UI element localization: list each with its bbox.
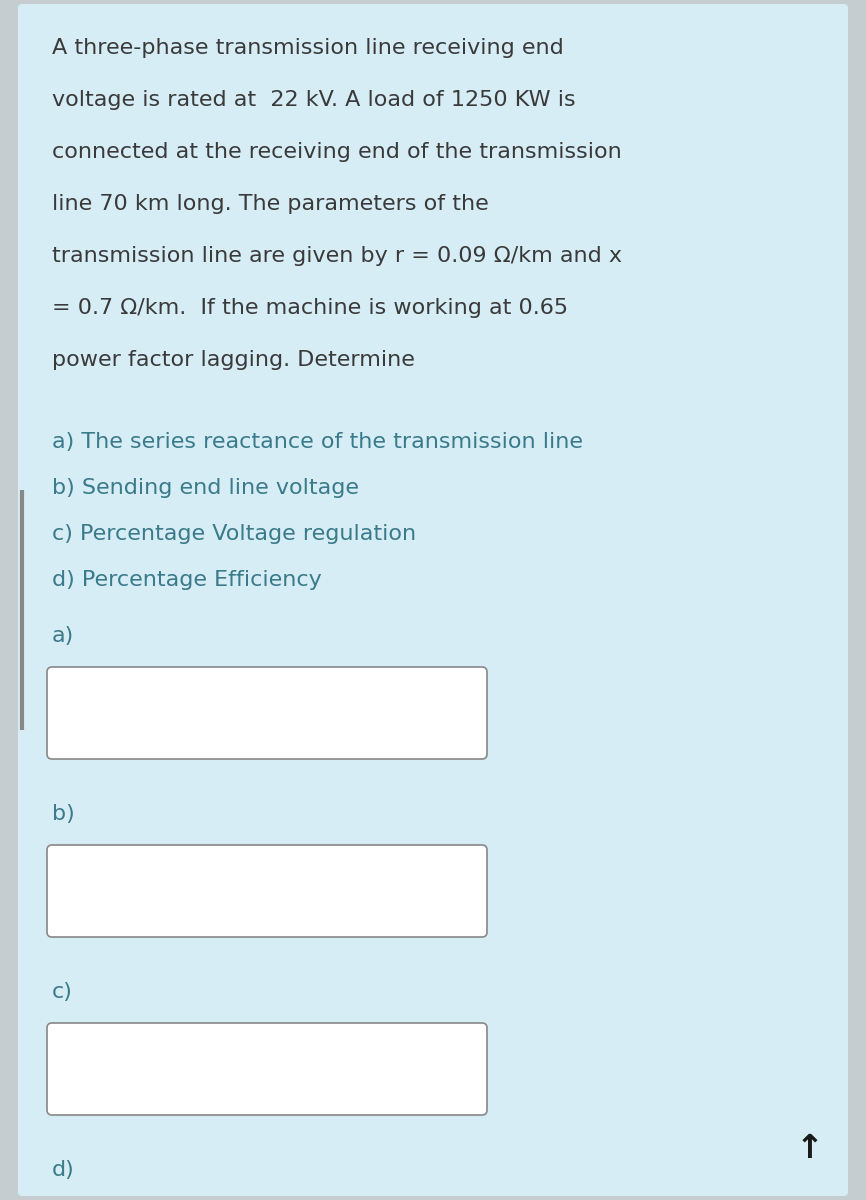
Text: a): a) [52,626,74,646]
Text: voltage is rated at  22 kV. A load of 1250 KW is: voltage is rated at 22 kV. A load of 125… [52,90,576,110]
Text: b): b) [52,804,74,824]
Text: a) The series reactance of the transmission line: a) The series reactance of the transmiss… [52,432,583,452]
Text: connected at the receiving end of the transmission: connected at the receiving end of the tr… [52,142,622,162]
Text: transmission line are given by r = 0.09 Ω/km and x: transmission line are given by r = 0.09 … [52,246,622,266]
Text: = 0.7 Ω/km.  If the machine is working at 0.65: = 0.7 Ω/km. If the machine is working at… [52,298,568,318]
FancyBboxPatch shape [47,667,487,758]
Text: c) Percentage Voltage regulation: c) Percentage Voltage regulation [52,524,417,544]
Text: b) Sending end line voltage: b) Sending end line voltage [52,478,359,498]
Text: power factor lagging. Determine: power factor lagging. Determine [52,350,415,370]
Text: ↑: ↑ [796,1132,824,1164]
FancyBboxPatch shape [47,1022,487,1115]
Text: d): d) [52,1160,74,1180]
FancyBboxPatch shape [47,845,487,937]
Text: d) Percentage Efficiency: d) Percentage Efficiency [52,570,322,590]
Text: c): c) [52,982,73,1002]
Text: A three-phase transmission line receiving end: A three-phase transmission line receivin… [52,38,564,58]
Text: line 70 km long. The parameters of the: line 70 km long. The parameters of the [52,194,488,214]
FancyBboxPatch shape [18,4,848,1196]
